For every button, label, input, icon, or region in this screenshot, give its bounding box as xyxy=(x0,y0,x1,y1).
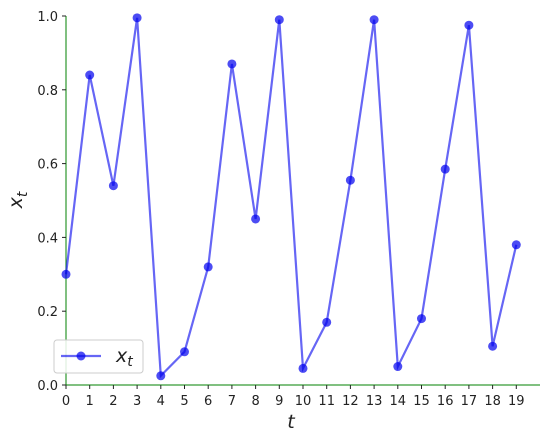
legend-marker xyxy=(76,351,86,361)
legend-label-main: x xyxy=(115,345,128,367)
marker xyxy=(132,13,142,23)
x-tick-label: 12 xyxy=(342,394,359,409)
y-axis-label: xt xyxy=(5,191,31,209)
y-axis-label-main: x xyxy=(5,196,27,209)
x-tick-label: 13 xyxy=(366,394,383,409)
marker xyxy=(417,314,426,324)
x-tick-label: 6 xyxy=(204,394,212,409)
y-axis-label-sub: t xyxy=(15,191,31,197)
y-tick-label: 0.4 xyxy=(37,231,58,246)
marker xyxy=(345,175,355,185)
marker xyxy=(393,362,403,372)
marker xyxy=(108,181,118,191)
marker xyxy=(511,240,521,250)
marker xyxy=(251,214,261,224)
x-tick-label: 19 xyxy=(508,394,525,409)
marker xyxy=(298,363,308,373)
y-tick-label: 0.6 xyxy=(37,158,58,173)
y-tick-label: 0.2 xyxy=(37,305,58,320)
legend-label-sub: t xyxy=(127,354,133,370)
x-tick-label: 9 xyxy=(275,394,283,409)
y-tick-label: 1.0 xyxy=(37,10,58,25)
marker xyxy=(488,341,498,351)
x-tick-label: 10 xyxy=(295,394,312,409)
marker xyxy=(440,164,450,174)
marker xyxy=(274,15,284,25)
marker xyxy=(464,20,474,30)
x-tick-label: 7 xyxy=(228,394,236,409)
x-tick-label: 1 xyxy=(86,394,94,409)
marker xyxy=(322,317,332,327)
x-tick-label: 17 xyxy=(461,394,478,409)
x-tick-label: 11 xyxy=(318,394,335,409)
marker xyxy=(85,70,95,80)
x-tick-label: 15 xyxy=(413,394,430,409)
x-tick-label: 2 xyxy=(109,394,117,409)
x-tick-label: 16 xyxy=(437,394,454,409)
x-tick-label: 3 xyxy=(133,394,141,409)
marker xyxy=(227,59,237,69)
marker xyxy=(61,269,71,279)
y-tick-label: 0.8 xyxy=(37,84,58,99)
x-tick-label: 0 xyxy=(62,394,70,409)
marker xyxy=(180,347,189,357)
marker xyxy=(369,15,379,25)
x-tick-label: 14 xyxy=(390,394,407,409)
marker xyxy=(203,262,213,272)
x-tick-label: 5 xyxy=(180,394,188,409)
y-tick-label: 0.0 xyxy=(37,379,58,394)
marker xyxy=(156,371,166,381)
line xyxy=(64,17,518,379)
x-tick-label: 8 xyxy=(251,394,259,409)
x-axis-label: t xyxy=(287,411,296,433)
x-tick-label: 18 xyxy=(484,394,501,409)
legend-label: xt xyxy=(115,345,133,370)
x-tick-label: 4 xyxy=(157,394,165,409)
